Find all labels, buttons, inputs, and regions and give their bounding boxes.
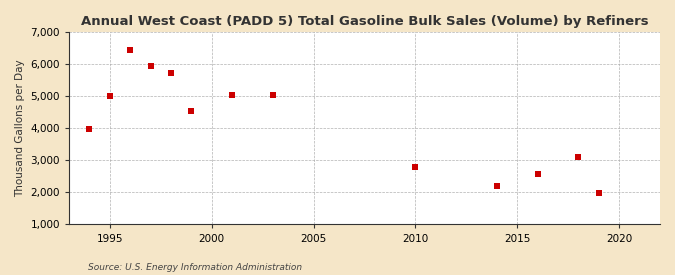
Point <box>410 164 421 169</box>
Text: Source: U.S. Energy Information Administration: Source: U.S. Energy Information Administ… <box>88 263 302 272</box>
Title: Annual West Coast (PADD 5) Total Gasoline Bulk Sales (Volume) by Refiners: Annual West Coast (PADD 5) Total Gasolin… <box>81 15 649 28</box>
Point <box>491 184 502 188</box>
Point <box>105 94 115 98</box>
Point <box>267 93 278 98</box>
Point <box>573 155 584 159</box>
Point <box>593 191 604 195</box>
Point <box>186 108 196 113</box>
Point <box>533 172 543 177</box>
Point <box>165 70 176 75</box>
Point <box>145 64 156 68</box>
Point <box>84 127 95 131</box>
Point <box>125 47 136 52</box>
Y-axis label: Thousand Gallons per Day: Thousand Gallons per Day <box>15 59 25 197</box>
Point <box>227 92 238 97</box>
